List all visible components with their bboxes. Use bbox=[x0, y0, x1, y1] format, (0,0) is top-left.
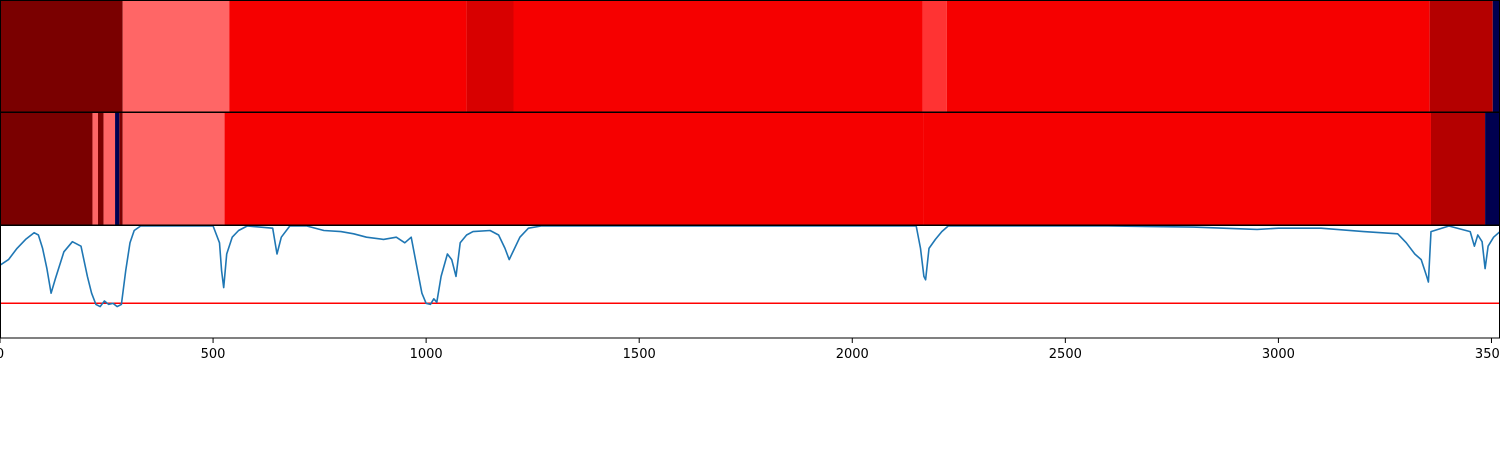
heatmap-segment-2-9 bbox=[1430, 113, 1486, 225]
heatmap-segment-1-7 bbox=[1429, 1, 1493, 112]
line-plot-frame bbox=[0, 225, 1500, 339]
x-tick-label-2: 1000 bbox=[410, 347, 443, 362]
heatmap-strip-top bbox=[0, 1, 1500, 112]
heatmap-segment-1-5 bbox=[922, 1, 947, 112]
heatmap-segment-1-3 bbox=[466, 1, 514, 112]
heatmap-segment-1-8 bbox=[1492, 1, 1500, 112]
x-tick-label-4: 2000 bbox=[836, 347, 869, 362]
heatmap-segment-1-1 bbox=[122, 1, 230, 112]
heatmap-segment-2-7 bbox=[224, 113, 924, 225]
heatmap-segment-2-8 bbox=[923, 113, 1431, 225]
heatmap-segment-2-6 bbox=[122, 113, 225, 225]
heatmap-segment-2-5 bbox=[119, 113, 123, 225]
heatmap-segment-1-2 bbox=[229, 1, 467, 112]
x-axis: 0 500 1000 1500 2000 2500 3000 3500 bbox=[0, 338, 1500, 362]
heatmap-segment-2-4 bbox=[115, 113, 120, 225]
x-tick-label-1: 500 bbox=[201, 347, 226, 362]
x-tick-label-5: 2500 bbox=[1049, 347, 1082, 362]
line-plot-panel bbox=[0, 225, 1500, 308]
heatmap-segment-1-6 bbox=[946, 1, 1430, 112]
heatmap-segment-1-0 bbox=[0, 1, 123, 112]
heatmap-segment-2-1 bbox=[92, 113, 99, 225]
series-line-0 bbox=[0, 225, 1500, 308]
x-tick-label-6: 3000 bbox=[1262, 347, 1295, 362]
heatmap-segment-2-2 bbox=[98, 113, 104, 225]
x-tick-label-7: 3500 bbox=[1475, 347, 1500, 362]
heatmap-segment-2-10 bbox=[1485, 113, 1500, 225]
heatmap-segment-2-0 bbox=[0, 113, 93, 225]
heatmap-segment-2-3 bbox=[103, 113, 116, 225]
heatmap-segment-1-4 bbox=[513, 1, 923, 112]
heatmap-strip-middle bbox=[0, 113, 1500, 225]
x-tick-label-3: 1500 bbox=[623, 347, 656, 362]
x-tick-label-0: 0 bbox=[0, 347, 4, 362]
